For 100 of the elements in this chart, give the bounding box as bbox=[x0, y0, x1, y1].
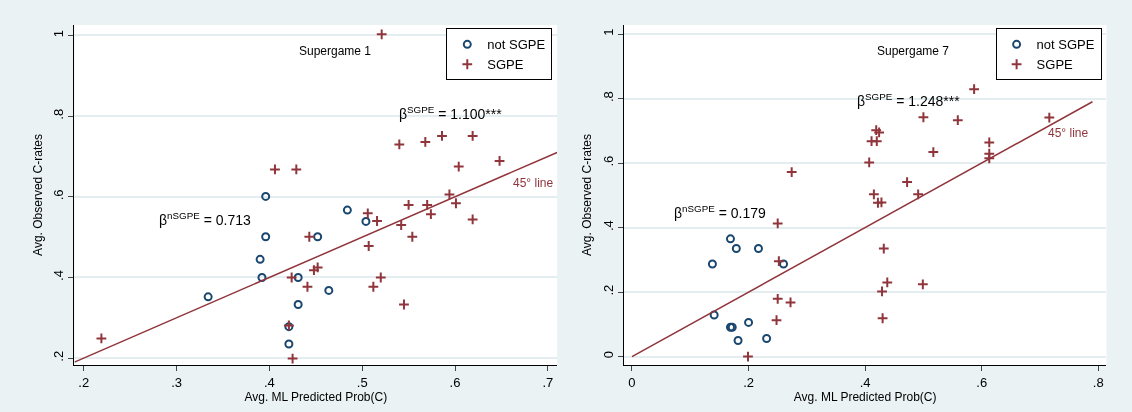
point bbox=[1043, 111, 1056, 124]
y-tick-label: .8 bbox=[51, 108, 67, 120]
point bbox=[313, 232, 323, 242]
y-tick-label: 0 bbox=[600, 351, 616, 359]
point bbox=[466, 213, 479, 226]
point bbox=[927, 146, 940, 158]
point bbox=[707, 259, 717, 269]
point bbox=[983, 136, 996, 149]
point bbox=[917, 111, 930, 124]
point bbox=[466, 130, 479, 142]
point bbox=[361, 207, 374, 220]
point bbox=[452, 160, 465, 173]
x-tick-label: .4 bbox=[263, 374, 275, 390]
x-tick-label: .6 bbox=[976, 374, 988, 390]
annotation: β$^{nSGPE}$ = 0.713 bbox=[159, 210, 251, 228]
point bbox=[367, 280, 380, 293]
point bbox=[406, 230, 419, 243]
point bbox=[771, 217, 784, 230]
text: Supergame 7 bbox=[877, 44, 950, 58]
point bbox=[371, 215, 383, 227]
y-tick-label: .8 bbox=[600, 91, 616, 103]
x-tick-label: .3 bbox=[171, 374, 183, 390]
point bbox=[443, 188, 456, 201]
legend-label: not SGPE bbox=[487, 37, 546, 53]
point bbox=[436, 130, 448, 142]
point bbox=[753, 244, 763, 254]
point bbox=[293, 272, 303, 282]
point bbox=[744, 317, 754, 327]
point bbox=[311, 261, 324, 274]
y-axis-title: Avg. Observed C-rates bbox=[30, 134, 45, 256]
point bbox=[203, 292, 213, 302]
y-tick-label: 1 bbox=[600, 28, 616, 36]
x-tick-label: .2 bbox=[78, 374, 90, 390]
point bbox=[375, 28, 388, 41]
point bbox=[342, 205, 352, 215]
point bbox=[255, 254, 265, 264]
x-axis-title: Avg. ML Predicted Prob(C) bbox=[244, 390, 388, 405]
series-label: 45° line bbox=[513, 176, 554, 190]
y-tick-label: .2 bbox=[51, 350, 67, 362]
point bbox=[912, 188, 925, 201]
text: Supergame 1 bbox=[299, 44, 372, 58]
series-label: 45° line bbox=[1048, 126, 1089, 140]
point bbox=[95, 332, 108, 345]
point bbox=[493, 155, 506, 167]
point bbox=[762, 334, 772, 344]
point bbox=[881, 276, 894, 289]
point bbox=[261, 232, 271, 242]
point bbox=[784, 296, 797, 309]
y-tick-label: .2 bbox=[600, 284, 616, 296]
point bbox=[785, 166, 798, 178]
point bbox=[324, 285, 334, 295]
point bbox=[877, 242, 890, 255]
point bbox=[395, 219, 408, 231]
point bbox=[876, 285, 888, 298]
point bbox=[303, 230, 316, 243]
point bbox=[901, 176, 913, 188]
y-tick-label: .6 bbox=[600, 155, 616, 167]
point bbox=[284, 339, 294, 349]
y-tick-label: .4 bbox=[600, 220, 616, 232]
annotation: β$^{SGPE}$ = 1.100*** bbox=[399, 104, 503, 122]
annotation: β$^{SGPE}$ = 1.248*** bbox=[857, 91, 961, 109]
point bbox=[290, 163, 303, 176]
point bbox=[393, 138, 406, 151]
point bbox=[733, 335, 743, 345]
x-tick-label: .4 bbox=[859, 374, 871, 390]
point bbox=[374, 271, 387, 284]
x-tick-label: .5 bbox=[356, 374, 368, 390]
legend-label: SGPE bbox=[487, 57, 524, 73]
x-tick-label: .6 bbox=[449, 374, 461, 390]
point bbox=[362, 240, 375, 252]
point bbox=[709, 310, 719, 320]
annotation: β$^{nSGPE}$ = 0.179 bbox=[674, 203, 766, 221]
x-tick-label: .8 bbox=[1092, 374, 1104, 390]
x-tick-label: .2 bbox=[743, 374, 754, 390]
point bbox=[301, 280, 314, 293]
point bbox=[725, 234, 735, 244]
legend-label: SGPE bbox=[1036, 57, 1074, 73]
point bbox=[450, 197, 462, 210]
point bbox=[269, 163, 281, 176]
x-axis-title: Avg. ML Predicted Prob(C) bbox=[793, 390, 937, 405]
x-tick-label: 0 bbox=[628, 374, 636, 390]
point bbox=[863, 156, 876, 169]
point bbox=[285, 271, 298, 284]
point bbox=[779, 259, 789, 269]
point bbox=[293, 300, 303, 309]
point bbox=[419, 136, 432, 148]
point bbox=[742, 350, 754, 363]
point bbox=[257, 272, 267, 282]
point bbox=[731, 244, 741, 254]
point bbox=[261, 191, 271, 201]
point bbox=[398, 298, 410, 311]
legend-label: not SGPE bbox=[1036, 37, 1095, 53]
y-tick-label: .6 bbox=[51, 189, 67, 201]
y-tick-label: .4 bbox=[51, 270, 67, 281]
y-axis-title: Avg. Observed C-rates bbox=[579, 134, 594, 256]
point bbox=[916, 278, 929, 291]
point bbox=[286, 352, 299, 365]
y-tick-label: 1 bbox=[51, 29, 67, 38]
point bbox=[361, 216, 371, 226]
x-tick-label: .7 bbox=[542, 374, 554, 390]
